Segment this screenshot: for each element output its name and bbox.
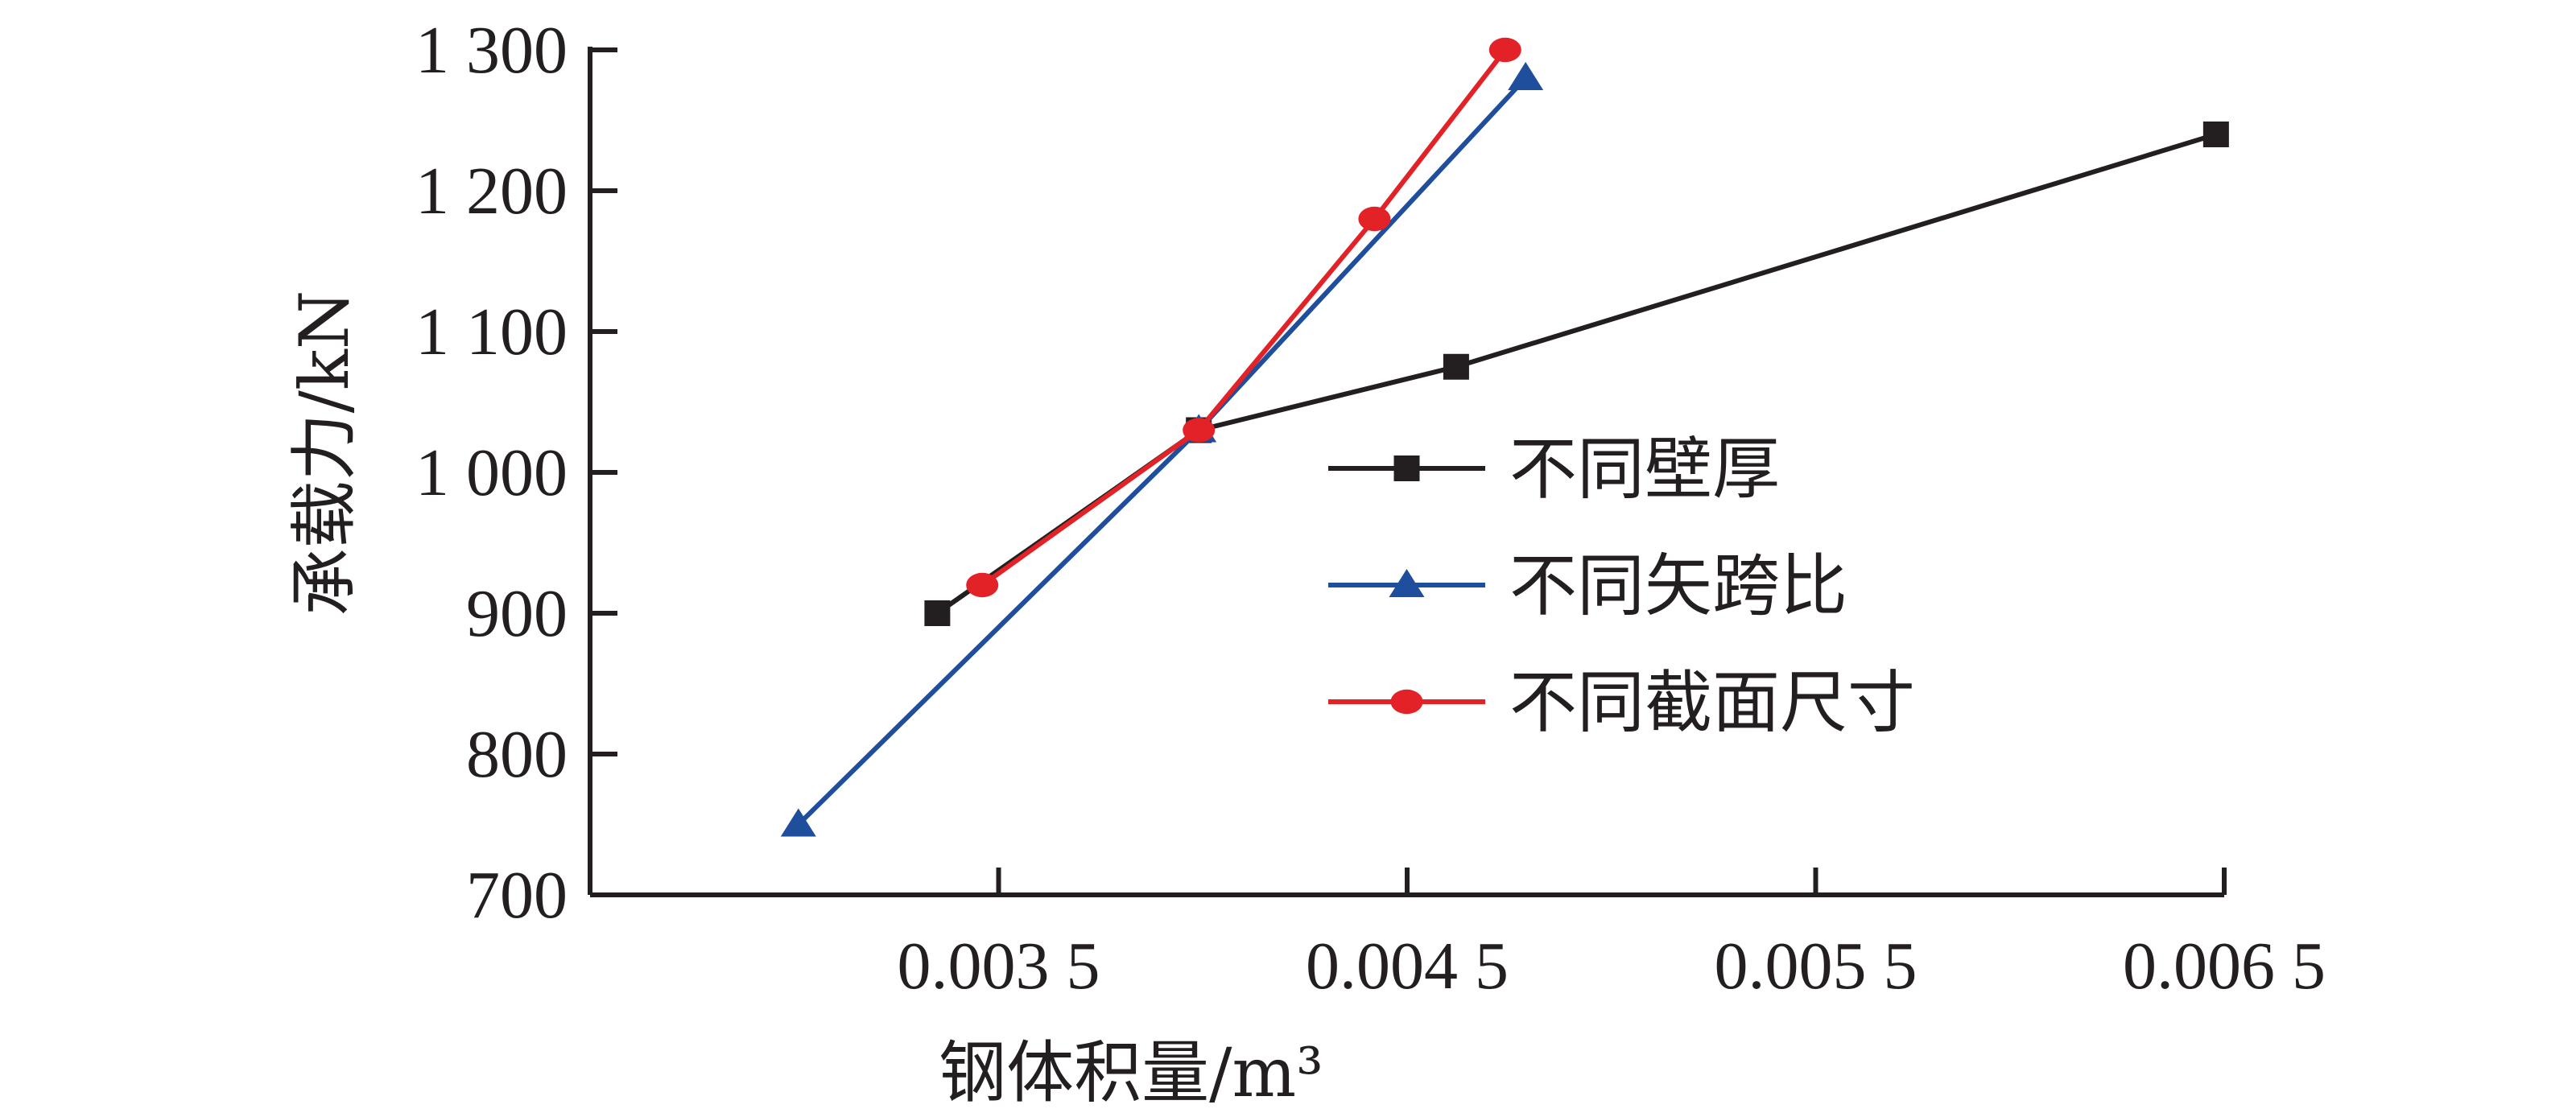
data-point bbox=[780, 808, 816, 837]
data-point bbox=[1488, 37, 1521, 63]
data-point bbox=[2202, 122, 2229, 147]
legend-item: 不同截面尺寸 bbox=[1328, 663, 1915, 742]
y-tick-label: 900 bbox=[466, 576, 568, 651]
data-point bbox=[1508, 62, 1544, 90]
y-axis-title: 承载力/kN bbox=[285, 291, 364, 616]
x-tick-label: 0.003 5 bbox=[898, 929, 1100, 1004]
legend-marker bbox=[1389, 569, 1425, 597]
series-3 bbox=[966, 37, 1521, 598]
legend-item: 不同壁厚 bbox=[1328, 430, 1780, 509]
data-point bbox=[1183, 418, 1216, 443]
legend-label: 不同矢跨比 bbox=[1509, 546, 1847, 625]
legend-marker bbox=[1390, 689, 1423, 715]
y-tick-label: 1 200 bbox=[415, 154, 568, 229]
x-tick-label: 0.005 5 bbox=[1715, 929, 1918, 1004]
y-tick-label: 1 300 bbox=[415, 13, 568, 88]
legend-item: 不同矢跨比 bbox=[1328, 546, 1847, 625]
data-point bbox=[924, 600, 951, 626]
data-point bbox=[966, 572, 999, 598]
x-axis-title: 钢体积量/m³ bbox=[939, 1033, 1323, 1112]
series-layer bbox=[780, 37, 2229, 837]
series-line bbox=[980, 48, 1508, 587]
data-point bbox=[1443, 353, 1469, 380]
legend-label: 不同壁厚 bbox=[1509, 430, 1780, 509]
data-point bbox=[1358, 206, 1391, 232]
y-tick-label: 700 bbox=[466, 858, 568, 933]
series-line bbox=[935, 132, 2217, 616]
axes: 700 800 900 1 000 1 100 1 200 1 300 0.003 5 0.00… bbox=[415, 13, 2326, 1004]
x-tick-label: 0.004 5 bbox=[1306, 929, 1509, 1004]
y-tick-label: 800 bbox=[466, 717, 568, 792]
series-line bbox=[796, 76, 1528, 826]
y-tick-label: 1 100 bbox=[415, 295, 568, 369]
x-tick-label: 0.006 5 bbox=[2123, 929, 2326, 1004]
legend-label: 不同截面尺寸 bbox=[1509, 663, 1915, 742]
y-tick-label: 1 000 bbox=[415, 435, 568, 510]
series-2 bbox=[780, 62, 1544, 837]
legend-marker bbox=[1393, 455, 1420, 481]
